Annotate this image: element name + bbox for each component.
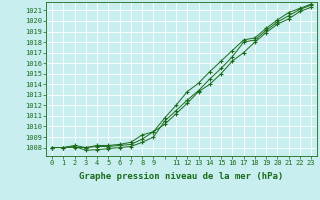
- X-axis label: Graphe pression niveau de la mer (hPa): Graphe pression niveau de la mer (hPa): [79, 172, 284, 181]
